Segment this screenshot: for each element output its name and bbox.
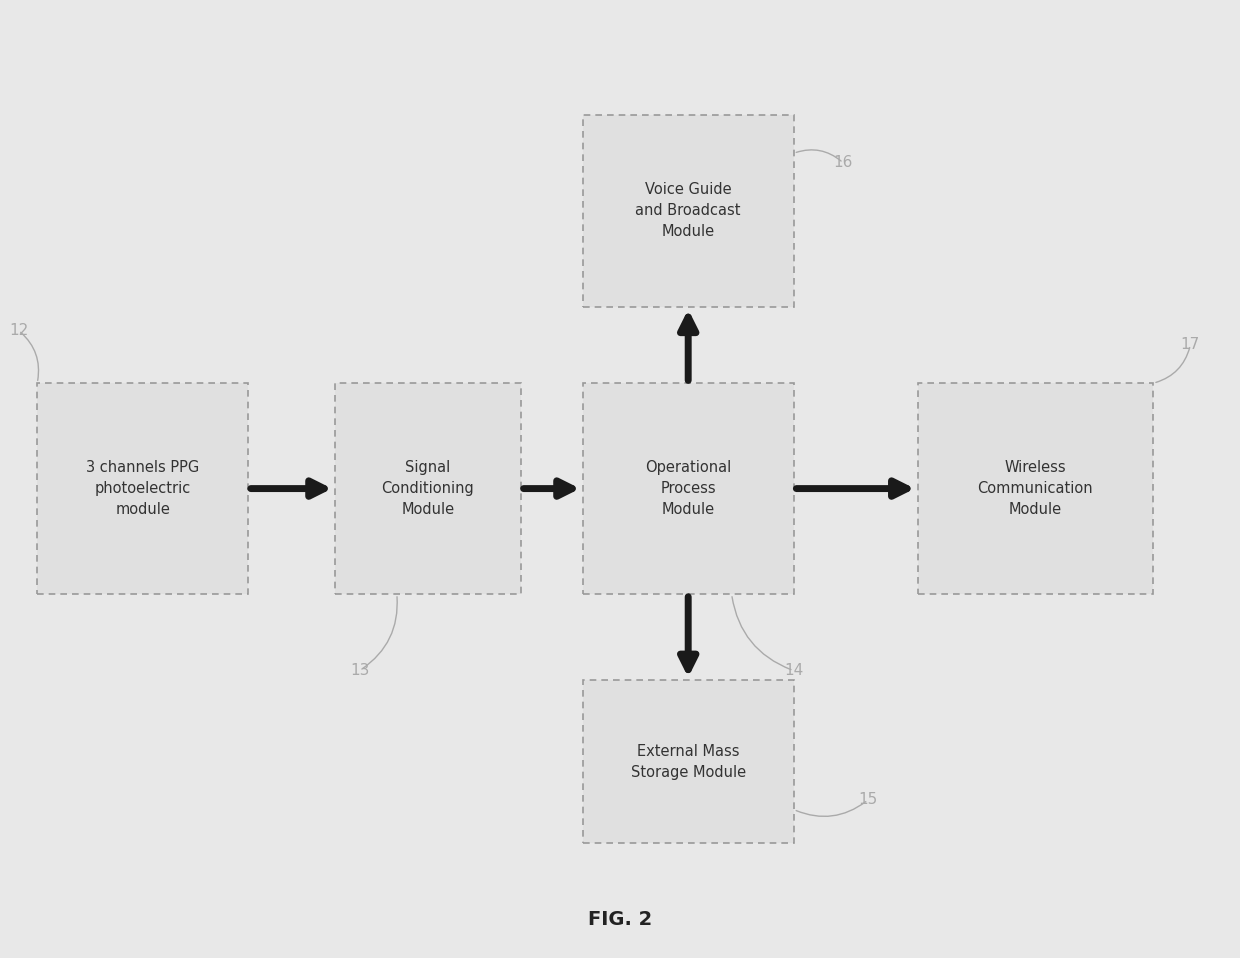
FancyBboxPatch shape — [37, 383, 248, 594]
Text: External Mass
Storage Module: External Mass Storage Module — [631, 743, 745, 780]
Text: Wireless
Communication
Module: Wireless Communication Module — [977, 460, 1094, 517]
FancyBboxPatch shape — [583, 115, 794, 307]
Text: 13: 13 — [350, 663, 370, 678]
Text: 12: 12 — [9, 323, 29, 338]
Text: 17: 17 — [1180, 337, 1200, 353]
Text: Signal
Conditioning
Module: Signal Conditioning Module — [382, 460, 474, 517]
FancyBboxPatch shape — [335, 383, 521, 594]
Text: 15: 15 — [858, 792, 878, 808]
FancyBboxPatch shape — [583, 680, 794, 843]
FancyBboxPatch shape — [918, 383, 1153, 594]
Text: 3 channels PPG
photoelectric
module: 3 channels PPG photoelectric module — [86, 460, 200, 517]
Text: 16: 16 — [833, 155, 853, 171]
Text: FIG. 2: FIG. 2 — [588, 910, 652, 929]
FancyBboxPatch shape — [583, 383, 794, 594]
Text: Voice Guide
and Broadcast
Module: Voice Guide and Broadcast Module — [635, 182, 742, 240]
Text: Operational
Process
Module: Operational Process Module — [645, 460, 732, 517]
Text: 14: 14 — [784, 663, 804, 678]
